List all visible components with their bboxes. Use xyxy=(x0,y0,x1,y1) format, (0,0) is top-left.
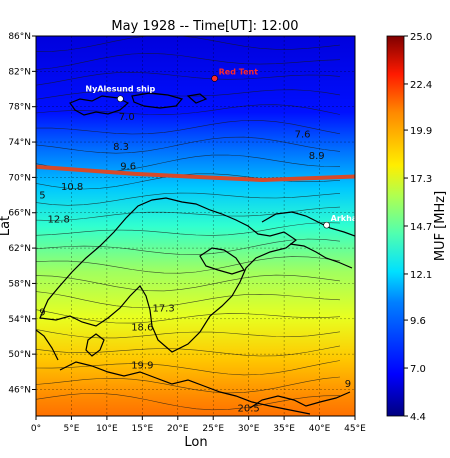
x-tick-label: 5°E xyxy=(63,424,79,434)
colorbar-tick-label: 12.1 xyxy=(410,270,432,281)
contour-line xyxy=(36,36,341,52)
location-markers: NyAlesund ship Red Tent Arkhangelsk xyxy=(85,67,388,229)
coastlines xyxy=(36,92,355,415)
y-tick-label: 62°N xyxy=(8,244,31,254)
contour-line xyxy=(36,120,341,135)
y-tick-label: 66°N xyxy=(8,209,31,219)
contour-label: 8.9 xyxy=(309,151,325,162)
contour-line xyxy=(36,52,341,70)
chart-title: May 1928 -- Time[UT]: 12:00 xyxy=(111,19,298,34)
flight-path-line xyxy=(36,164,355,183)
x-tick-label: 10°E xyxy=(96,424,118,434)
x-tick-label: 0° xyxy=(31,424,41,434)
contour-line xyxy=(36,274,341,292)
contour-label: 9 xyxy=(39,307,45,318)
contour-line xyxy=(36,238,341,255)
y-tick-label: 58°N xyxy=(8,279,31,289)
marker-label: Red Tent xyxy=(219,67,259,76)
contour-line xyxy=(36,104,341,116)
x-axis: 0° 5°E 10°E 15°E 20°E 25°E 30°E 35°E 40°E 45°E xyxy=(31,416,366,434)
y-axis-label: Lat xyxy=(0,216,13,236)
marker-dot xyxy=(323,221,330,229)
contour-labels: 7.0 8.3 9.6 7.6 8.9 5 10.8 12.8 9 17.3 18.6 19.9 20.… xyxy=(39,112,351,415)
colorbar-tick-label: 22.4 xyxy=(410,80,432,91)
plot-frame xyxy=(35,35,356,417)
colorbar-tick-label: 19.9 xyxy=(410,126,432,137)
contour-line xyxy=(36,360,341,376)
contour-label: 12.8 xyxy=(48,214,70,225)
y-tick-label: 86°N xyxy=(8,32,31,42)
y-tick-label: 46°N xyxy=(8,385,31,395)
contour-line xyxy=(36,222,341,236)
y-tick-label: 74°N xyxy=(8,138,31,148)
x-axis-label: Lon xyxy=(184,435,207,450)
x-tick-label: 25°E xyxy=(202,424,224,434)
x-tick-label: 40°E xyxy=(309,424,331,434)
marker-dot xyxy=(117,95,124,103)
y-axis: 46°N 50°N 54°N 58°N 62°N 66°N 70°N 74°N 78°N 82°N… xyxy=(8,32,36,395)
contour-label: 8.3 xyxy=(113,142,129,153)
contour-label: 10.8 xyxy=(61,182,83,193)
y-tick-label: 50°N xyxy=(8,350,31,360)
contour-line xyxy=(36,192,341,206)
x-tick-label: 45°E xyxy=(344,424,366,434)
marker-dot xyxy=(211,75,218,82)
colorbar-tick-label: 14.7 xyxy=(410,222,432,233)
y-tick-label: 82°N xyxy=(8,67,31,77)
x-tick-label: 35°E xyxy=(273,424,295,434)
contour-line xyxy=(36,329,341,339)
colorbar-tick-label: 17.3 xyxy=(410,174,432,185)
y-tick-label: 70°N xyxy=(8,173,31,183)
contour-label: 17.3 xyxy=(152,304,174,315)
contour-line xyxy=(36,376,341,394)
colorbar-ticks: 25.0 22.4 19.9 17.3 14.7 12.1 9.6 7.0 4.4 xyxy=(404,32,432,423)
x-tick-label: 15°E xyxy=(132,424,154,434)
colorbar-tick-label: 7.0 xyxy=(410,364,426,375)
marker-label: Arkhangelsk xyxy=(331,214,388,223)
y-tick-label: 54°N xyxy=(8,315,31,325)
colorbar-tick-label: 4.4 xyxy=(410,412,426,423)
muf-field xyxy=(36,36,355,416)
contour-label: 20.5 xyxy=(238,404,260,415)
contour-line xyxy=(36,71,341,86)
plot-area: 7.0 8.3 9.6 7.6 8.9 5 10.8 12.8 9 17.3 18.6 19.9 20.… xyxy=(36,36,388,416)
contour-line xyxy=(36,256,341,274)
marker-label: NyAlesund ship xyxy=(85,85,155,94)
colorbar-tick-label: 25.0 xyxy=(410,32,432,43)
contour-label: 9 xyxy=(345,379,351,390)
contour-line xyxy=(36,291,341,308)
contour-label: 9.6 xyxy=(120,161,136,172)
colorbar-tick-label: 9.6 xyxy=(410,316,426,327)
contour-label: 18.6 xyxy=(131,322,153,333)
contour-line xyxy=(36,393,341,411)
contour-line xyxy=(36,345,341,357)
contour-line xyxy=(36,89,341,100)
contour-label: 5 xyxy=(39,191,45,202)
contour-label: 19.9 xyxy=(131,360,153,371)
grid xyxy=(36,36,355,416)
contour-label: 7.0 xyxy=(119,112,135,123)
colorbar-label: MUF [MHz] xyxy=(433,191,448,261)
x-tick-label: 20°E xyxy=(167,424,189,434)
colorbar xyxy=(386,35,405,417)
x-tick-label: 30°E xyxy=(238,424,260,434)
contour-label: 7.6 xyxy=(295,130,311,141)
y-tick-label: 78°N xyxy=(8,103,31,113)
contour-line xyxy=(36,136,341,154)
